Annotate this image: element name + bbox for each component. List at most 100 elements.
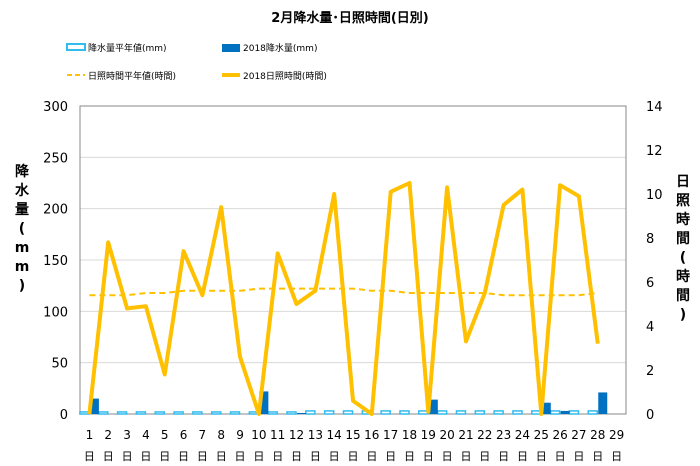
x-tick-label: 9	[236, 428, 244, 442]
normal-rain-bar	[474, 410, 486, 415]
rain-2018-bar	[560, 410, 570, 414]
x-tick-label: 15	[345, 428, 360, 442]
rain-2018-bar	[259, 391, 269, 414]
rain-2018-bar	[541, 402, 551, 414]
sunshine-lines	[87, 181, 600, 416]
x-tick-label: 13	[308, 428, 323, 442]
left-tick-label: 100	[43, 305, 68, 320]
legend-label-normal-rain: 降水量平年値(mm)	[88, 42, 167, 54]
x-tick-label: 18	[402, 428, 417, 442]
x-tick-unit: 日	[253, 450, 264, 463]
legend-label-2018-rain: 2018降水量(mm)	[243, 42, 317, 54]
normal-rain-bar	[455, 410, 467, 415]
legend-label-2018-sun: 2018日照時間(時間)	[243, 71, 327, 82]
x-tick-unit: 日	[404, 450, 415, 463]
x-tick-label: 6	[180, 428, 188, 442]
legend-label-normal-sun: 日照時間平年値(時間)	[88, 70, 176, 82]
normal-rain-bar	[229, 411, 241, 415]
left-tick-label: 0	[60, 408, 68, 423]
normal-rain-bar	[399, 410, 410, 415]
right-tick-label: 0	[646, 408, 654, 423]
x-tick-label: 24	[515, 428, 530, 442]
normal-rain-bar	[116, 411, 128, 415]
x-tick-unit: 日	[310, 450, 321, 463]
sunshine-2018-line	[87, 181, 600, 416]
x-tick-unit: 日	[348, 450, 359, 463]
x-tick-label: 3	[123, 428, 131, 442]
x-tick-label: 27	[571, 428, 586, 442]
right-tick-label: 8	[646, 232, 654, 247]
x-tick-label: 16	[364, 428, 379, 442]
x-tick-label: 17	[383, 428, 398, 442]
legend-swatch-2018-rain	[222, 44, 240, 52]
normal-rain-bar	[436, 410, 448, 415]
x-tick-label: 29	[609, 428, 624, 442]
x-tick-unit: 日	[329, 450, 340, 463]
legend-item-2018-sun: 2018日照時間(時間)	[222, 71, 327, 82]
normal-rain-bar	[173, 411, 184, 415]
normal-rain-bar	[342, 410, 354, 415]
normal-rain-bar	[267, 411, 278, 415]
chart-title: 2月降水量･日照時間(日別)	[271, 10, 428, 26]
normal-rain-bar	[97, 411, 109, 415]
right-tick-label: 2	[646, 364, 654, 379]
rain-2018-bar	[297, 412, 307, 414]
normal-rain-bar	[305, 410, 316, 415]
rain-2018-bar	[89, 398, 99, 414]
x-tick-label: 1	[86, 428, 94, 442]
x-tick-label: 20	[439, 428, 454, 442]
grid-lines	[80, 156, 626, 364]
normal-rain-bar	[549, 410, 561, 415]
normal-rain-bar	[154, 411, 165, 415]
x-tick-label: 8	[217, 428, 225, 442]
x-tick-unit: 日	[272, 450, 283, 463]
x-tick-unit: 日	[573, 450, 584, 463]
x-tick-unit: 日	[366, 450, 377, 463]
right-tick-label: 10	[646, 188, 663, 203]
x-tick-unit: 日	[517, 450, 528, 463]
rain-2018-bar	[598, 392, 608, 414]
x-tick-label: 22	[477, 428, 492, 442]
x-tick-unit: 日	[216, 450, 227, 463]
x-tick-unit: 日	[197, 450, 208, 463]
x-tick-unit: 日	[291, 450, 302, 463]
x-tick-label: 23	[496, 428, 511, 442]
legend-swatch-normal-rain	[66, 43, 86, 51]
x-tick-label: 11	[270, 428, 285, 442]
legend-item-normal-sun: 日照時間平年値(時間)	[67, 70, 176, 82]
right-tick-label: 14	[646, 100, 663, 115]
x-tick-unit: 日	[555, 450, 566, 463]
x-tick-label: 7	[199, 428, 207, 442]
x-tick-label: 26	[552, 428, 567, 442]
left-axis-ticks: 0 50 100 150 200 250 300	[43, 100, 68, 423]
x-tick-label: 10	[251, 428, 266, 442]
normal-rain-bar	[493, 410, 504, 415]
normal-rain-bar	[192, 411, 203, 415]
x-tick-label: 25	[534, 428, 549, 442]
legend: 降水量平年値(mm) 2018降水量(mm) 日照時間平年値(時間) 2018日…	[66, 42, 327, 82]
left-tick-label: 300	[43, 100, 68, 115]
x-tick-label: 21	[458, 428, 473, 442]
x-tick-unit: 日	[140, 450, 151, 463]
rain-2018-bars	[89, 391, 608, 414]
normal-rain-bar	[587, 410, 599, 415]
left-tick-label: 150	[43, 254, 68, 269]
x-tick-label: 4	[142, 428, 150, 442]
x-tick-unit: 日	[536, 450, 547, 463]
right-axis-label: 日照時間(時間)	[676, 174, 690, 323]
normal-rain-bar	[210, 411, 222, 415]
x-tick-unit: 日	[442, 450, 453, 463]
right-axis-ticks: 0 2 4 6 8 10 12 14	[646, 100, 663, 423]
rain-2018-bar	[428, 399, 438, 414]
x-tick-unit: 日	[385, 450, 396, 463]
x-tick-unit: 日	[122, 450, 133, 463]
x-tick-unit: 日	[592, 450, 603, 463]
left-tick-label: 250	[43, 151, 68, 166]
x-tick-unit: 日	[479, 450, 490, 463]
right-tick-label: 6	[646, 276, 654, 291]
normal-rain-bar	[512, 410, 523, 415]
normal-rain-bar	[568, 410, 580, 415]
left-axis-label: 降水量(m m)	[15, 163, 30, 294]
x-tick-label: 19	[421, 428, 436, 442]
